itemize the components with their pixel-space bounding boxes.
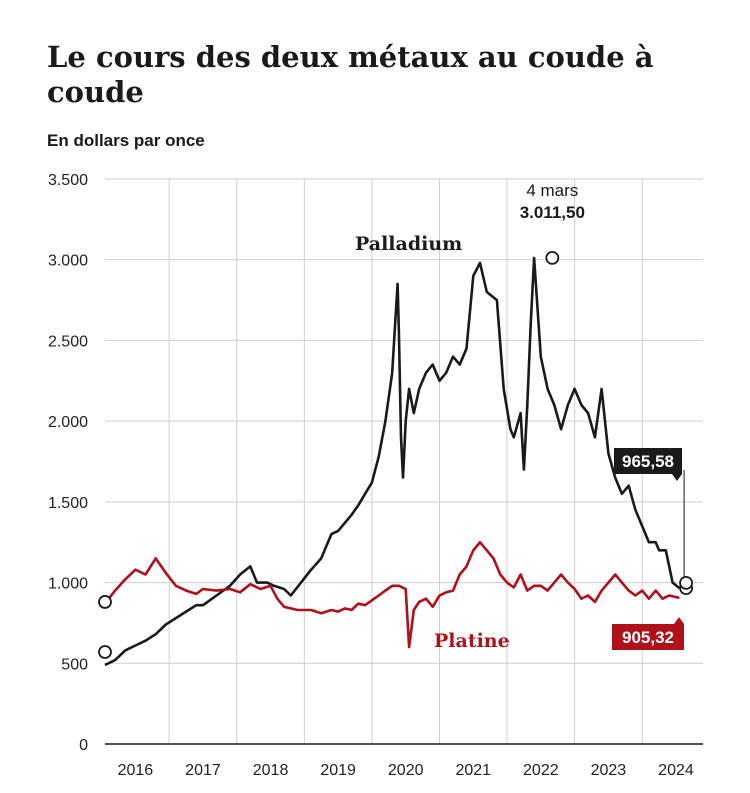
y-tick-label: 1.000 [48, 576, 88, 593]
x-tick-label: 2022 [523, 762, 559, 779]
palladium-last-value: 965,58 [622, 452, 674, 471]
x-tick-label: 2023 [591, 762, 627, 779]
y-tick-label: 2.000 [48, 414, 88, 431]
platine-badge-pointer [674, 617, 684, 624]
platine-series-label: Platine [434, 630, 510, 652]
axis-layer: 0 500 1.000 1.500 2.000 2.500 3.000 3.500 2016 20… [48, 172, 703, 779]
y-tick-label: 2.500 [48, 333, 88, 350]
palladium-last-badge [614, 448, 682, 474]
y-tick-label: 0 [79, 737, 88, 754]
peak-value-label: 3.011,50 [520, 203, 585, 222]
y-tick-label: 500 [61, 656, 88, 673]
palladium-series-label: Palladium [355, 233, 462, 255]
palladium-badge-pointer [672, 474, 682, 481]
platine-start-marker [98, 595, 112, 609]
annotation-layer: 4 mars 3.011,50 Palladium Platine 965,58 905,… [98, 181, 693, 659]
series-line-palladium [104, 256, 681, 667]
platine-end-marker [679, 575, 693, 590]
grid-layer [105, 178, 703, 744]
x-tick-label: 2020 [388, 762, 424, 779]
palladium-start-marker [98, 645, 112, 659]
peak-date-label: 4 mars [526, 181, 578, 200]
platine-last-value: 905,32 [622, 628, 674, 647]
x-tick-label: 2021 [455, 762, 491, 779]
x-tick-label: 2017 [185, 762, 221, 779]
x-tick-label: 2018 [253, 762, 289, 779]
x-tick-label: 2024 [658, 762, 694, 779]
chart-title: Le cours des deux métaux au coude à coud… [47, 40, 654, 109]
series-line-platine [103, 540, 680, 649]
x-tick-label: 2016 [118, 762, 154, 779]
platine-last-badge [612, 624, 684, 650]
y-tick-label: 1.500 [48, 495, 88, 512]
y-tick-label: 3.000 [48, 253, 88, 270]
x-tick-label: 2019 [320, 762, 356, 779]
chart-subtitle: En dollars par once [47, 131, 205, 150]
series-layer [103, 256, 681, 667]
peak-marker [545, 250, 560, 265]
y-tick-label: 3.500 [48, 172, 88, 189]
